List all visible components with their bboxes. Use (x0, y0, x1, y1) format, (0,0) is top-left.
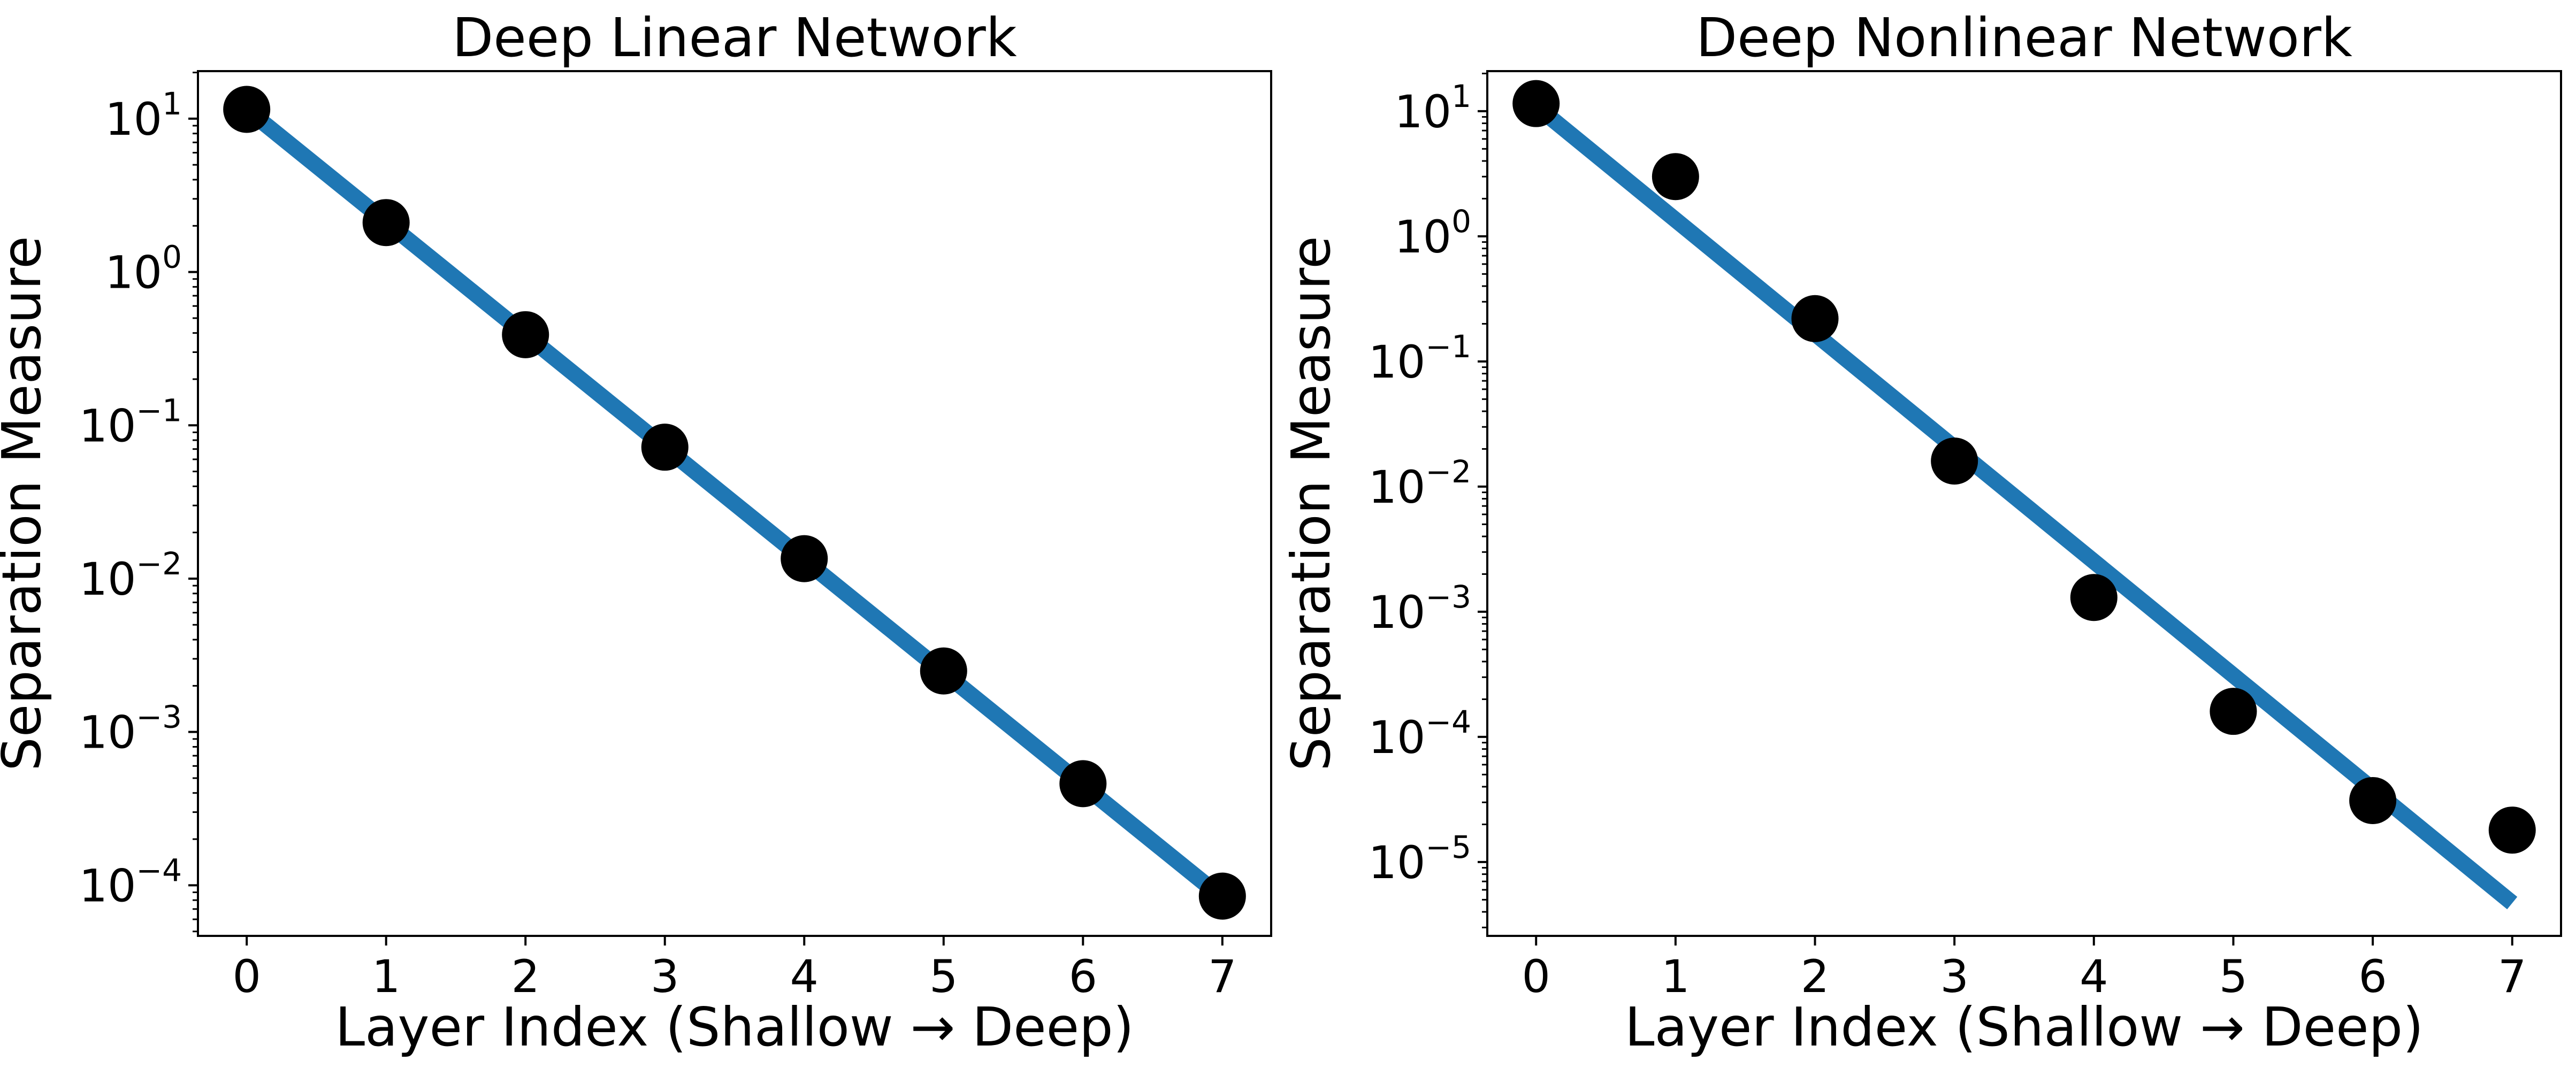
y-tick-label: 100 (105, 239, 182, 299)
fit-line (1531, 99, 2518, 910)
chart-data-points-marker-5 (920, 647, 967, 695)
y-tick-label: 10−4 (79, 852, 182, 912)
x-axis-label: Layer Index (Shallow → Deep) (335, 996, 1134, 1058)
y-tick-label: 100 (1394, 203, 1471, 263)
y-tick-label: 10−1 (1369, 328, 1471, 388)
y-axis-label: Separation Measure (1280, 236, 1342, 771)
chart-data-points-marker-3 (1931, 437, 1978, 485)
chart-data-points-marker-1 (1652, 153, 1699, 201)
x-tick-label: 0 (1522, 950, 1550, 1003)
x-tick-label: 2 (511, 950, 539, 1003)
x-tick-label: 6 (2358, 950, 2387, 1003)
x-tick-label: 7 (2498, 950, 2526, 1003)
chart-title: Deep Linear Network (452, 6, 1017, 69)
chart-panel-deep-linear: Deep Linear Network Layer Index (Shallow… (0, 6, 1272, 1058)
chart-data-points-marker-2 (1791, 295, 1839, 342)
y-tick-label: 101 (1394, 78, 1471, 138)
x-tick-label: 1 (1661, 950, 1690, 1003)
x-tick-label: 2 (1801, 950, 1829, 1003)
x-tick-label: 3 (1940, 950, 1968, 1003)
x-tick-label: 0 (232, 950, 261, 1003)
chart-panel-deep-nonlinear: Deep Nonlinear Network Layer Index (Shal… (1280, 6, 2562, 1058)
y-tick-label: 10−3 (79, 699, 182, 759)
y-tick-label: 10−2 (79, 545, 182, 605)
y-tick-label: 10−4 (1369, 704, 1471, 764)
chart-data-points-marker-7 (2488, 806, 2536, 854)
chart-data-points-marker-2 (502, 311, 549, 358)
chart-title: Deep Nonlinear Network (1696, 6, 2352, 69)
chart-data-points-marker-3 (641, 424, 689, 471)
x-tick-label: 4 (790, 950, 819, 1003)
chart-data-points-marker-4 (781, 535, 828, 582)
x-tick-label: 3 (651, 950, 679, 1003)
x-tick-label: 5 (929, 950, 958, 1003)
y-axis-label: Separation Measure (0, 236, 53, 771)
x-tick-label: 4 (2080, 950, 2108, 1003)
x-tick-label: 6 (1069, 950, 1097, 1003)
y-tick-label: 10−5 (1369, 829, 1471, 889)
x-axis-label: Layer Index (Shallow → Deep) (1625, 996, 2424, 1058)
chart-data-points-marker-6 (1059, 760, 1107, 808)
x-tick-label: 5 (2219, 950, 2248, 1003)
chart-data-points-marker-1 (362, 199, 410, 247)
y-tick-label: 10−1 (79, 392, 182, 452)
x-tick-label: 1 (372, 950, 400, 1003)
chart-data-points-marker-4 (2070, 574, 2118, 621)
chart-data-points-marker-0 (223, 86, 271, 133)
y-tick-label: 101 (105, 86, 182, 145)
plot-frame (197, 70, 1272, 937)
fit-line (241, 103, 1228, 904)
chart-data-points-marker-7 (1198, 872, 1246, 920)
chart-data-points-marker-0 (1512, 80, 1560, 127)
chart-data-points-marker-6 (2349, 777, 2397, 824)
x-tick-label: 7 (1208, 950, 1236, 1003)
plot-frame (1486, 70, 2562, 937)
y-tick-label: 10−3 (1369, 579, 1471, 639)
y-tick-label: 10−2 (1369, 454, 1471, 513)
chart-data-points-marker-5 (2210, 688, 2257, 735)
